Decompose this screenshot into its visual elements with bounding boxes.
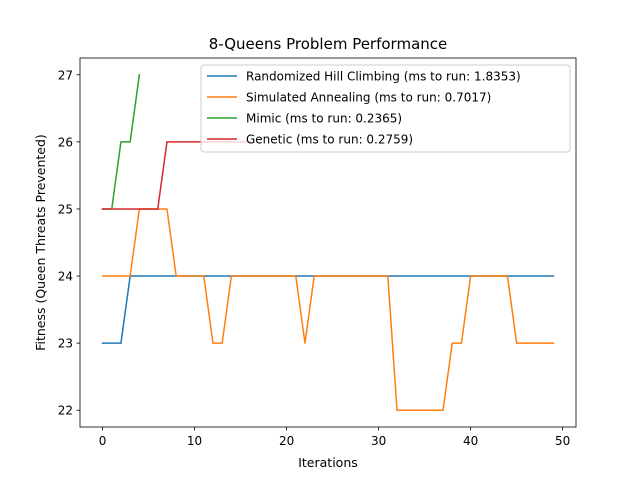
legend-entries: Randomized Hill Climbing (ms to run: 1.8…: [207, 70, 521, 147]
y-tick-label: 26: [58, 135, 73, 149]
y-tick-label: 25: [58, 202, 73, 216]
y-tick-label: 22: [58, 404, 73, 418]
x-axis-ticks: 0 10 20 30 40 50: [99, 427, 570, 448]
chart-title: 8-Queens Problem Performance: [209, 35, 448, 53]
legend-box: [200, 64, 571, 153]
x-tick-label: 30: [371, 434, 386, 448]
plot-frame: [79, 57, 577, 428]
x-tick-label: 40: [463, 434, 478, 448]
series-line-1: [101, 208, 555, 411]
legend-label-0: Randomized Hill Climbing (ms to run: 1.8…: [246, 70, 521, 84]
y-tick-label: 27: [58, 68, 73, 82]
y-axis-label: Fitness (Queen Threats Prevented): [33, 134, 48, 351]
x-axis-label: Iterations: [298, 455, 358, 470]
y-tick-label: 23: [58, 337, 73, 351]
legend-label-3: Genetic (ms to run: 0.2759): [246, 133, 413, 147]
x-tick-label: 20: [279, 434, 294, 448]
y-axis-ticks: 22 23 24 25 26 27: [58, 68, 80, 418]
legend: Randomized Hill Climbing (ms to run: 1.8…: [200, 64, 571, 153]
y-tick-label: 24: [58, 270, 73, 284]
x-tick-label: 0: [99, 434, 107, 448]
legend-label-2: Mimic (ms to run: 0.2365): [246, 112, 402, 126]
x-tick-label: 10: [187, 434, 202, 448]
x-tick-label: 50: [555, 434, 570, 448]
legend-label-1: Simulated Annealing (ms to run: 0.7017): [246, 91, 491, 105]
